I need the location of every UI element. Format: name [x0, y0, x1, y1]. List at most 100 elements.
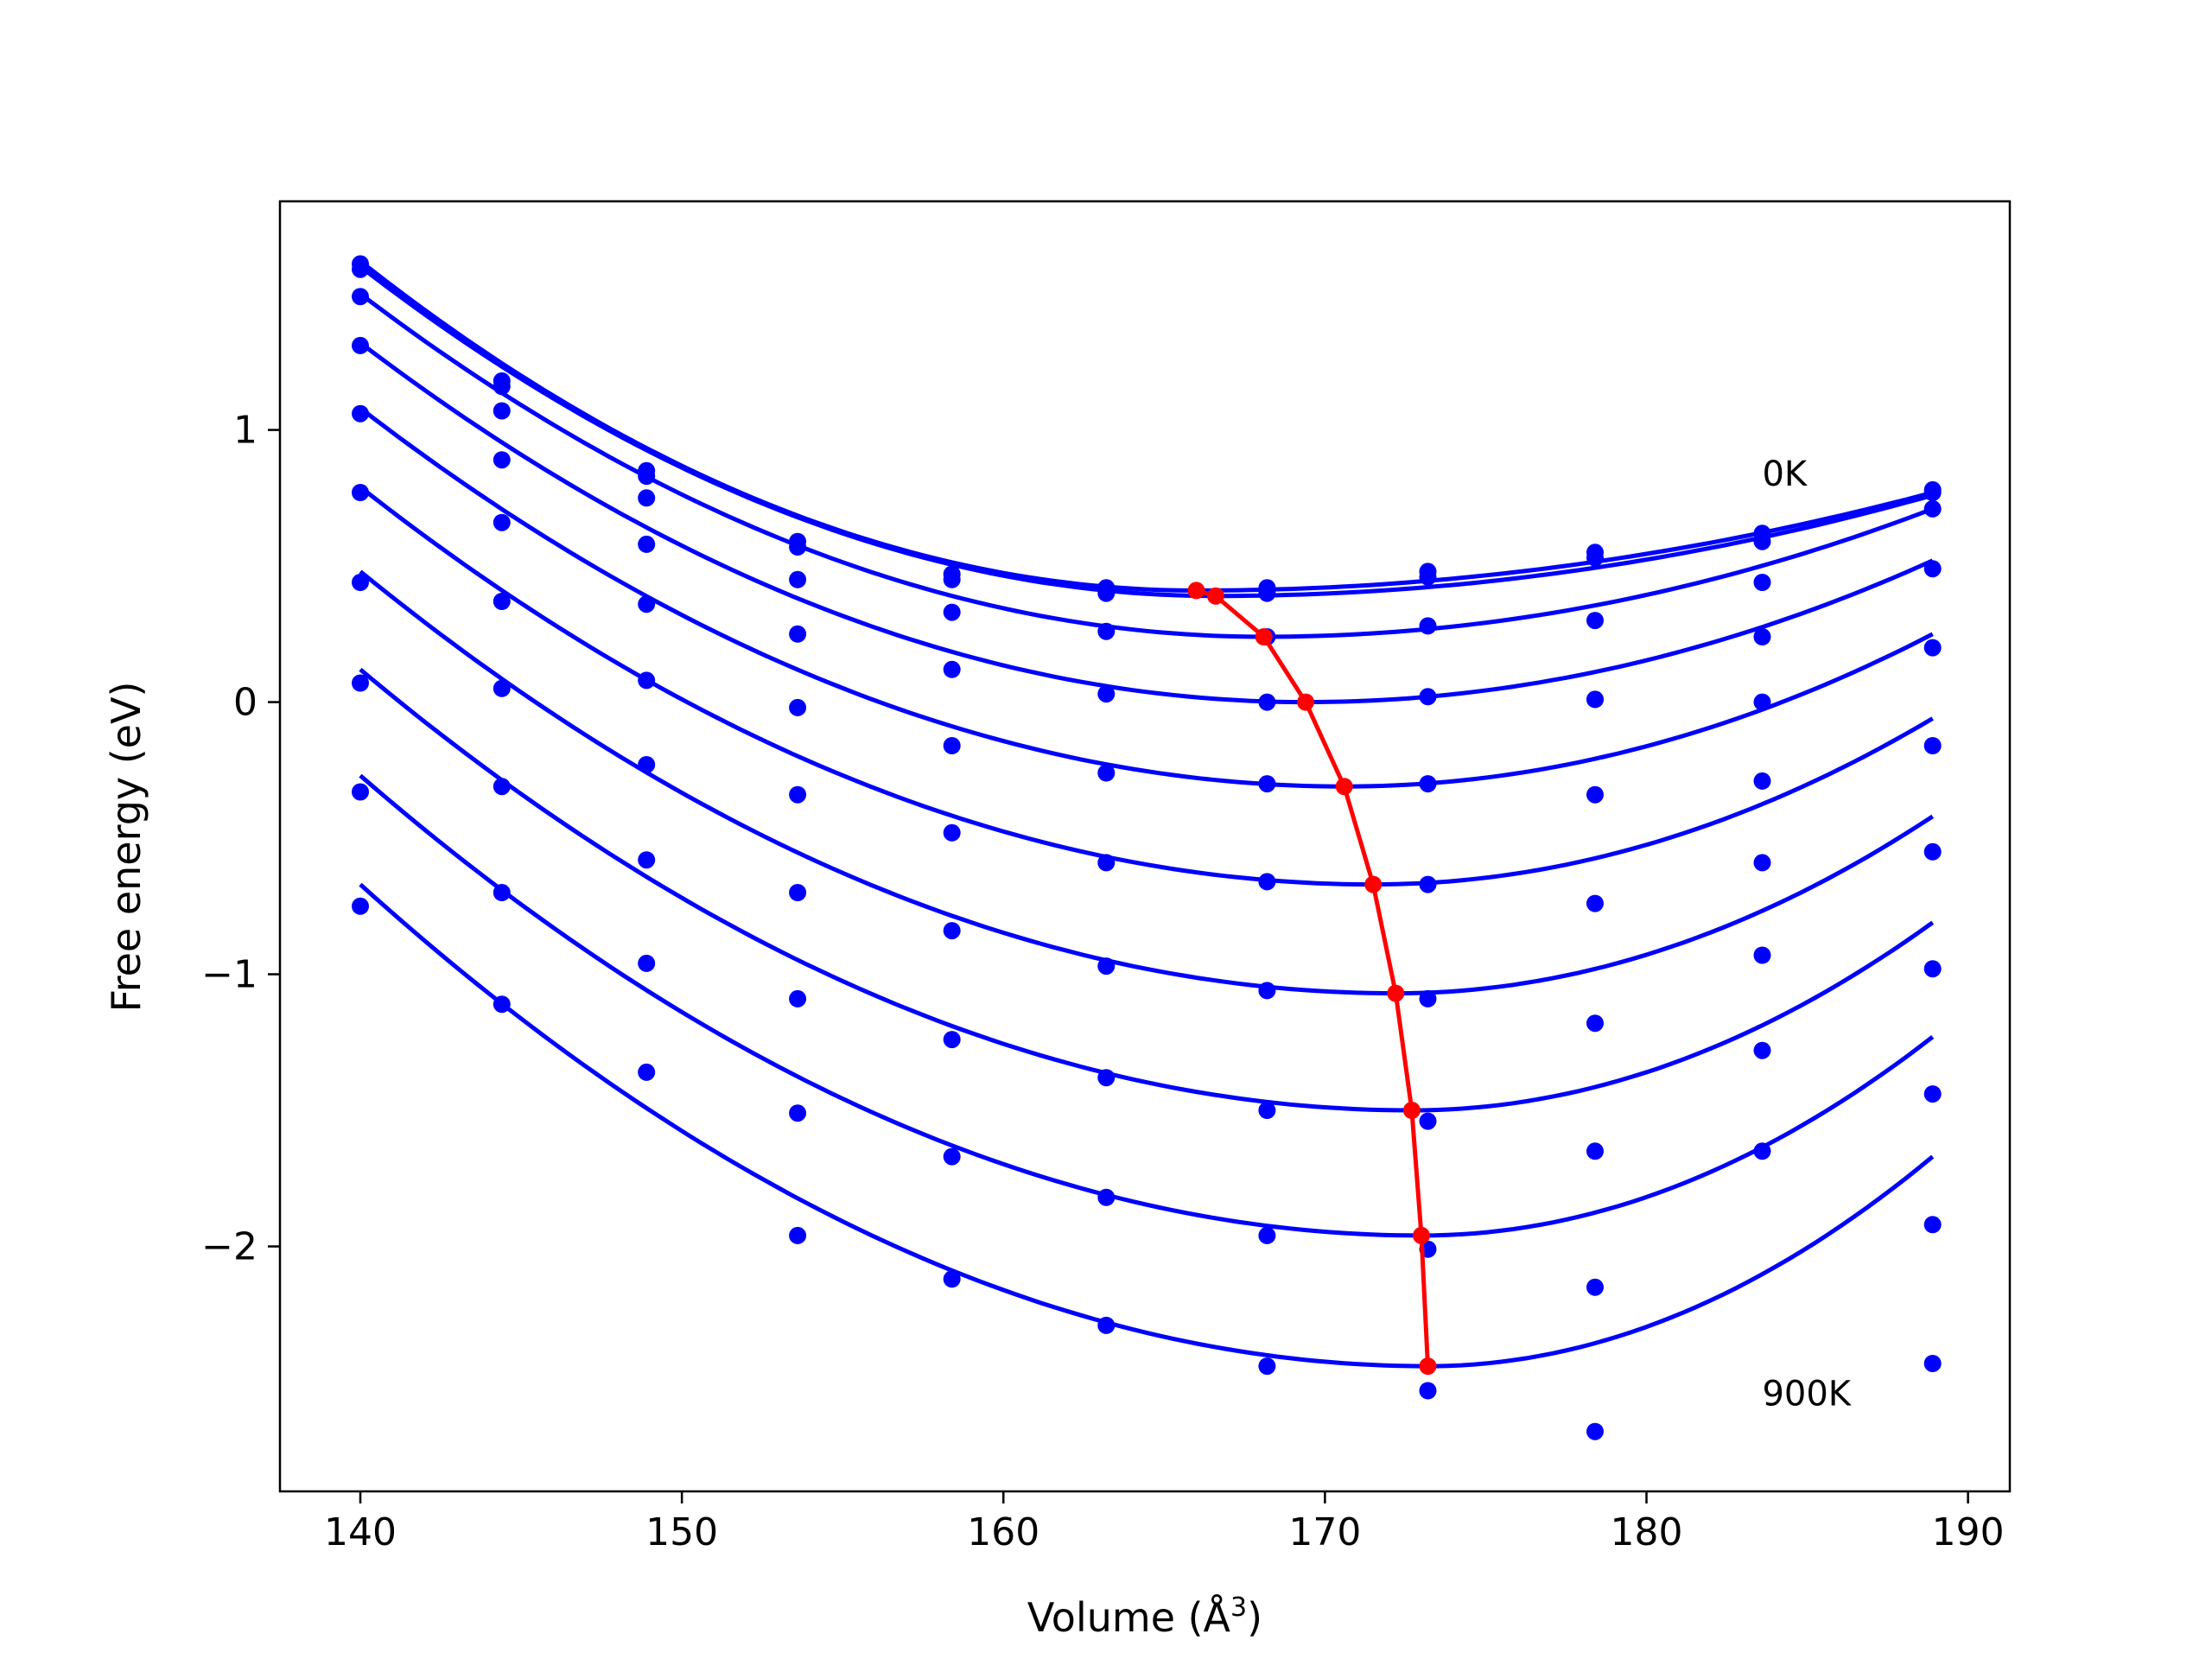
data-point	[943, 1270, 961, 1288]
data-point	[1586, 612, 1604, 630]
data-point	[789, 785, 807, 804]
data-point	[789, 570, 807, 588]
data-point	[789, 1226, 807, 1244]
data-point	[638, 954, 656, 972]
data-point	[1586, 690, 1604, 709]
data-point	[1097, 957, 1116, 976]
fit-curve-7	[359, 667, 1935, 1113]
data-point	[1923, 1216, 1942, 1234]
data-point	[1923, 842, 1942, 861]
data-point	[943, 660, 961, 678]
y-tick-label: 1	[233, 409, 257, 453]
data-point	[1586, 1278, 1604, 1296]
data-point	[352, 404, 369, 423]
data-point	[638, 1063, 656, 1081]
data-point	[1258, 584, 1276, 602]
fit-curve-1	[359, 264, 1934, 599]
minima-point	[1387, 984, 1405, 1002]
x-tick-label: 190	[1932, 1510, 2005, 1554]
minima-point	[1402, 1102, 1421, 1119]
minima-point	[1335, 778, 1353, 796]
y-axis-label: Free energy (eV)	[103, 682, 149, 1013]
data-point	[789, 989, 807, 1007]
data-point	[943, 603, 961, 621]
data-point	[789, 538, 807, 556]
x-tick-label: 140	[324, 1510, 397, 1554]
minima-point	[1206, 587, 1224, 605]
data-point	[493, 378, 511, 396]
data-point	[493, 451, 511, 469]
minima-point	[1419, 1357, 1437, 1376]
data-point	[352, 674, 369, 692]
plot-area	[352, 255, 1942, 1440]
data-point	[1753, 1142, 1771, 1160]
data-point	[789, 884, 807, 901]
data-point	[1753, 1041, 1771, 1059]
data-point	[493, 995, 511, 1014]
axis-ticks: 140 150 160 170 180 190 −2 −1 0 1	[201, 409, 2004, 1554]
data-point	[943, 1147, 961, 1166]
data-point	[1586, 785, 1604, 804]
x-axis-label: Volume (Å3)	[1027, 1592, 1262, 1641]
data-point	[1923, 1085, 1942, 1103]
data-point	[1419, 1382, 1437, 1400]
x-tick-label: 160	[967, 1510, 1039, 1554]
data-point	[352, 336, 369, 354]
data-point	[638, 595, 656, 613]
data-point	[1258, 873, 1276, 891]
data-point	[1097, 622, 1116, 640]
data-point	[1923, 639, 1942, 657]
data-point	[1586, 1142, 1604, 1160]
data-point	[1753, 693, 1771, 711]
data-point	[1586, 894, 1604, 912]
data-point	[493, 884, 511, 901]
data-point	[638, 467, 656, 486]
data-point	[789, 1104, 807, 1122]
data-point	[1258, 1102, 1276, 1119]
data-point	[1753, 628, 1771, 645]
data-point	[1258, 775, 1276, 793]
axes-frame	[278, 200, 2012, 1493]
fit-curve-2	[359, 292, 1934, 639]
data-point	[1586, 1014, 1604, 1033]
minima-point	[1413, 1226, 1430, 1244]
data-point	[352, 260, 369, 278]
data-point	[1419, 617, 1437, 635]
data-point	[943, 570, 961, 588]
data-point	[1753, 854, 1771, 872]
data-point	[1586, 1422, 1604, 1440]
data-point	[943, 737, 961, 754]
data-point	[493, 593, 511, 610]
data-point	[638, 671, 656, 690]
curve-annotation: 900K	[1762, 1375, 1852, 1414]
data-point	[943, 922, 961, 940]
data-point	[1258, 693, 1276, 711]
data-point	[1419, 688, 1437, 706]
data-point	[493, 402, 511, 420]
data-point	[352, 484, 369, 501]
data-point	[1753, 946, 1771, 964]
data-point	[943, 1031, 961, 1049]
data-point	[1097, 1069, 1116, 1087]
y-tick-label: −2	[201, 1225, 257, 1269]
fit-curve-9	[359, 882, 1935, 1369]
data-point	[1753, 574, 1771, 591]
data-point	[1923, 737, 1942, 754]
y-tick-label: −1	[201, 953, 257, 997]
data-point	[352, 288, 369, 306]
minima-point	[1364, 875, 1382, 893]
fit-curve-3	[359, 340, 1934, 705]
data-point	[352, 783, 369, 801]
data-point	[1419, 568, 1437, 586]
y-tick-label: 0	[233, 681, 257, 725]
fit-curve-6	[359, 569, 1935, 996]
data-point	[1097, 1188, 1116, 1206]
data-point	[1097, 764, 1116, 782]
data-point	[493, 778, 511, 796]
data-point	[1419, 1112, 1437, 1130]
data-point	[493, 513, 511, 531]
data-point	[638, 756, 656, 773]
minima-point	[1187, 582, 1205, 600]
data-point	[1419, 989, 1437, 1007]
